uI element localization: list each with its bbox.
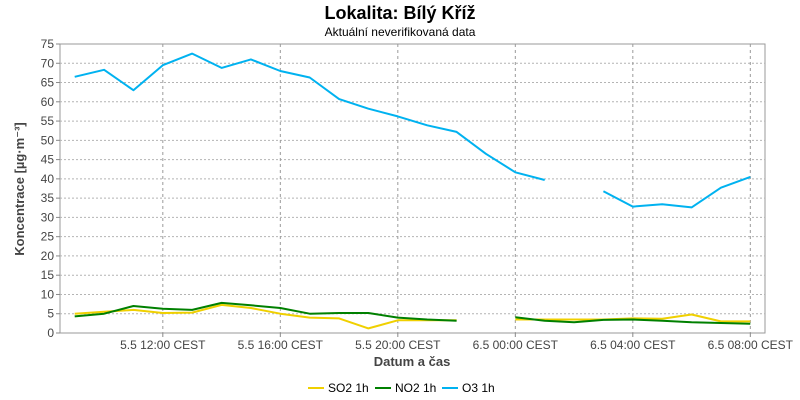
y-axis-label: Koncentrace [µg·m⁻³] (12, 122, 27, 256)
legend-label-2: NO2 1h (395, 381, 436, 395)
legend-label-1: SO2 1h (328, 381, 369, 395)
y-tick-label: 65 (41, 76, 55, 90)
y-tick-label: 5 (47, 307, 54, 321)
y-tick-label: 25 (41, 230, 55, 244)
series-line-3 (602, 175, 751, 209)
chart-subtitle: Aktuální neverifikovaná data (325, 25, 476, 39)
y-tick-label: 75 (41, 37, 55, 51)
series-line-2 (515, 316, 751, 325)
plot-area (59, 43, 766, 334)
y-tick-label: 60 (41, 95, 55, 109)
y-axis-ticks: 0 5 10 15 20 25 30 35 40 45 50 55 60 65 70 75 (41, 37, 60, 340)
x-tick-label: 5.5 20:00 CEST (355, 338, 441, 352)
y-tick-label: 70 (41, 56, 55, 70)
y-tick-label: 55 (41, 114, 55, 128)
y-tick-label: 20 (41, 249, 55, 263)
x-tick-label: 5.5 12:00 CEST (120, 338, 206, 352)
x-tick-label: 6.5 08:00 CEST (708, 338, 794, 352)
y-tick-label: 50 (41, 133, 55, 147)
y-tick-label: 10 (41, 287, 55, 301)
x-axis-label: Datum a čas (374, 354, 451, 369)
x-tick-label: 6.5 00:00 CEST (473, 338, 559, 352)
y-tick-label: 40 (41, 172, 55, 186)
chart-title: Lokalita: Bílý Kříž (324, 3, 475, 23)
legend-label-3: O3 1h (462, 381, 495, 395)
series-line-1 (74, 303, 457, 330)
series-line-3 (74, 52, 545, 181)
series-lines (74, 52, 751, 330)
series-line-1 (515, 313, 751, 323)
y-tick-label: 45 (41, 153, 55, 167)
x-tick-label: 5.5 16:00 CEST (238, 338, 324, 352)
y-tick-label: 0 (47, 326, 54, 340)
x-axis-ticks: 5.5 12:00 CEST 5.5 16:00 CEST 5.5 20:00 CE… (120, 333, 794, 352)
y-tick-label: 30 (41, 210, 55, 224)
x-tick-label: 6.5 04:00 CEST (590, 338, 676, 352)
legend: SO2 1h NO2 1h O3 1h (308, 381, 495, 395)
grid (60, 44, 765, 333)
y-tick-label: 35 (41, 191, 55, 205)
y-tick-label: 15 (41, 268, 55, 282)
series-line-2 (74, 301, 457, 322)
